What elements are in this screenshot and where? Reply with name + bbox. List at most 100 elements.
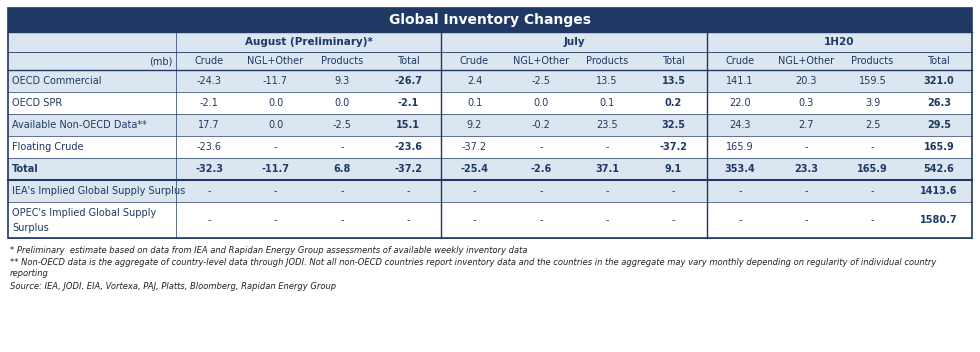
Text: -37.2: -37.2	[660, 142, 688, 152]
Text: NGL+Other: NGL+Other	[778, 56, 834, 66]
Text: -: -	[340, 215, 344, 225]
Text: -37.2: -37.2	[394, 164, 422, 174]
Text: 1H20: 1H20	[824, 37, 855, 47]
Text: ** Non-OECD data is the aggregate of country-level data through JODI. Not all no: ** Non-OECD data is the aggregate of cou…	[10, 258, 936, 267]
Text: Products: Products	[586, 56, 628, 66]
Text: 0.2: 0.2	[664, 98, 682, 108]
Text: 20.3: 20.3	[796, 76, 817, 86]
Text: -11.7: -11.7	[262, 164, 289, 174]
Text: -: -	[805, 215, 808, 225]
Text: 165.9: 165.9	[726, 142, 754, 152]
Text: -: -	[539, 215, 543, 225]
Text: Floating Crude: Floating Crude	[12, 142, 83, 152]
Text: Total: Total	[662, 56, 685, 66]
Bar	[8, 202, 972, 238]
Text: 0.0: 0.0	[334, 98, 350, 108]
Text: IEA's Implied Global Supply Surplus: IEA's Implied Global Supply Surplus	[12, 186, 185, 196]
Text: 9.2: 9.2	[466, 120, 482, 130]
Text: 29.5: 29.5	[927, 120, 951, 130]
Bar	[8, 70, 972, 92]
Text: -: -	[671, 186, 675, 196]
Text: (mb): (mb)	[149, 56, 172, 66]
Text: 141.1: 141.1	[726, 76, 754, 86]
Text: 13.5: 13.5	[597, 76, 618, 86]
Text: -25.4: -25.4	[461, 164, 488, 174]
Text: 165.9: 165.9	[923, 142, 955, 152]
Text: 0.1: 0.1	[600, 98, 614, 108]
Text: -: -	[871, 142, 874, 152]
Bar	[8, 180, 972, 202]
Text: -32.3: -32.3	[195, 164, 223, 174]
Text: NGL+Other: NGL+Other	[247, 56, 304, 66]
Text: -: -	[671, 215, 675, 225]
Text: 159.5: 159.5	[858, 76, 886, 86]
Text: -: -	[472, 186, 476, 196]
Text: 542.6: 542.6	[923, 164, 955, 174]
Text: 0.0: 0.0	[268, 120, 283, 130]
Text: -2.5: -2.5	[332, 120, 352, 130]
Text: Crude: Crude	[460, 56, 489, 66]
Text: 165.9: 165.9	[858, 164, 888, 174]
Text: -2.1: -2.1	[398, 98, 418, 108]
Text: -: -	[871, 186, 874, 196]
Text: July: July	[564, 37, 585, 47]
Text: -24.3: -24.3	[197, 76, 221, 86]
Text: -: -	[273, 142, 277, 152]
Text: 9.3: 9.3	[334, 76, 350, 86]
Text: Available Non-OECD Data**: Available Non-OECD Data**	[12, 120, 147, 130]
Text: Total: Total	[927, 56, 951, 66]
Text: 2.7: 2.7	[799, 120, 814, 130]
Text: Surplus: Surplus	[12, 223, 49, 233]
Text: -11.7: -11.7	[263, 76, 288, 86]
Text: 37.1: 37.1	[595, 164, 619, 174]
Text: 26.3: 26.3	[927, 98, 951, 108]
Text: -23.6: -23.6	[197, 142, 221, 152]
Text: -: -	[340, 142, 344, 152]
Text: -: -	[273, 215, 277, 225]
Text: 13.5: 13.5	[662, 76, 685, 86]
Text: 1580.7: 1580.7	[920, 215, 957, 225]
Text: -: -	[606, 186, 609, 196]
Text: 0.0: 0.0	[533, 98, 549, 108]
Text: 353.4: 353.4	[724, 164, 756, 174]
Text: Total: Total	[12, 164, 39, 174]
Bar	[8, 8, 972, 32]
Text: 22.0: 22.0	[729, 98, 751, 108]
Text: -26.7: -26.7	[394, 76, 422, 86]
Text: -: -	[606, 142, 609, 152]
Text: 32.5: 32.5	[662, 120, 685, 130]
Text: 0.1: 0.1	[466, 98, 482, 108]
Text: OPEC's Implied Global Supply: OPEC's Implied Global Supply	[12, 208, 156, 218]
Text: Crude: Crude	[195, 56, 223, 66]
Text: 24.3: 24.3	[729, 120, 751, 130]
Text: 2.5: 2.5	[864, 120, 880, 130]
Text: 6.8: 6.8	[333, 164, 351, 174]
Text: -: -	[340, 186, 344, 196]
Text: OECD Commercial: OECD Commercial	[12, 76, 102, 86]
Bar	[8, 114, 972, 136]
Bar	[8, 136, 972, 158]
Text: -2.5: -2.5	[531, 76, 551, 86]
Text: -: -	[539, 142, 543, 152]
Text: -: -	[738, 215, 742, 225]
Text: -: -	[208, 186, 211, 196]
Bar	[8, 158, 972, 180]
Text: -: -	[407, 186, 410, 196]
Bar	[8, 8, 972, 238]
Text: Products: Products	[852, 56, 894, 66]
Bar	[8, 32, 972, 52]
Bar	[8, 92, 972, 114]
Text: -: -	[539, 186, 543, 196]
Text: -2.6: -2.6	[530, 164, 552, 174]
Text: Total: Total	[397, 56, 419, 66]
Text: 23.3: 23.3	[794, 164, 818, 174]
Text: -: -	[871, 215, 874, 225]
Text: 0.0: 0.0	[268, 98, 283, 108]
Text: 17.7: 17.7	[198, 120, 220, 130]
Text: 2.4: 2.4	[466, 76, 482, 86]
Text: Global Inventory Changes: Global Inventory Changes	[389, 13, 591, 27]
Text: NGL+Other: NGL+Other	[513, 56, 569, 66]
Text: OECD SPR: OECD SPR	[12, 98, 63, 108]
Text: -0.2: -0.2	[531, 120, 551, 130]
Text: 3.9: 3.9	[865, 98, 880, 108]
